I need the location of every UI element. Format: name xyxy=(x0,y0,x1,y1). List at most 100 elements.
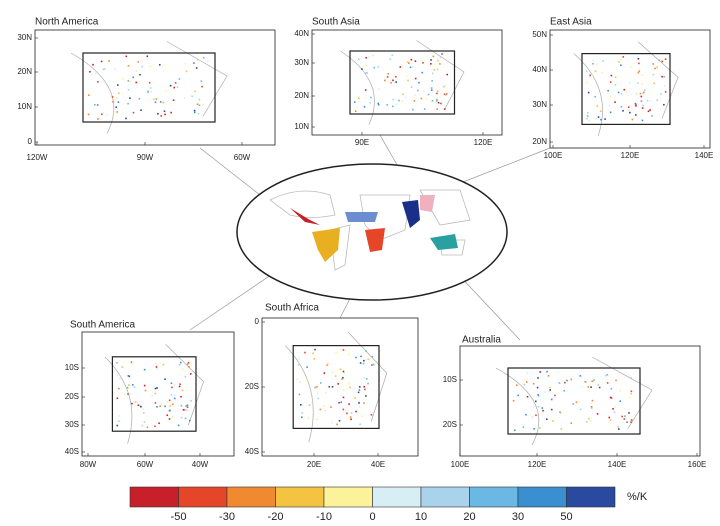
grid-dot xyxy=(651,115,653,117)
grid-dot xyxy=(559,412,562,414)
grid-dot xyxy=(176,86,179,88)
grid-dot xyxy=(546,418,548,420)
grid-dot xyxy=(592,74,594,77)
grid-dot xyxy=(155,366,158,368)
grid-dot xyxy=(423,108,426,110)
grid-dot xyxy=(339,368,342,371)
grid-dot xyxy=(348,353,350,356)
grid-dot xyxy=(186,363,189,365)
grid-dot xyxy=(537,405,540,408)
grid-dot xyxy=(323,372,326,374)
grid-dot xyxy=(579,375,582,377)
grid-dot xyxy=(609,396,612,399)
grid-dot xyxy=(445,94,447,96)
grid-dot xyxy=(373,66,376,69)
grid-dot xyxy=(143,368,146,371)
grid-dot xyxy=(630,390,633,393)
grid-dot xyxy=(628,109,631,111)
grid-dot xyxy=(319,382,322,384)
grid-dot xyxy=(410,58,413,61)
grid-dot xyxy=(635,105,637,107)
grid-dot xyxy=(87,113,90,116)
grid-dot xyxy=(144,389,147,392)
grid-dot xyxy=(314,386,316,389)
grid-dot xyxy=(162,363,165,366)
grid-dot xyxy=(525,413,527,416)
grid-dot xyxy=(377,65,380,68)
grid-dot xyxy=(365,56,367,59)
grid-dot xyxy=(101,113,103,116)
grid-dot xyxy=(121,78,124,80)
grid-dot xyxy=(623,418,626,420)
grid-dot xyxy=(92,63,94,66)
grid-dot xyxy=(365,72,367,74)
grid-dot xyxy=(620,64,622,66)
grid-dot xyxy=(589,420,592,422)
region-outline xyxy=(111,356,197,432)
grid-dot xyxy=(106,113,108,116)
grid-dot xyxy=(358,386,361,388)
grid-dot xyxy=(413,100,416,102)
grid-dot xyxy=(185,405,187,407)
grid-dot xyxy=(630,392,632,395)
grid-dot xyxy=(128,375,131,378)
grid-dot xyxy=(185,409,187,411)
grid-dot xyxy=(358,402,360,404)
grid-dot xyxy=(441,53,443,55)
grid-dot xyxy=(640,95,643,98)
x-tick-label: 60W xyxy=(234,153,251,162)
region-outline xyxy=(581,52,671,126)
grid-dot xyxy=(117,92,120,95)
grid-dot xyxy=(177,424,180,427)
grid-dot xyxy=(197,112,200,115)
grid-dot xyxy=(409,66,412,69)
grid-dot xyxy=(372,88,375,90)
grid-dot xyxy=(166,414,169,417)
grid-dot xyxy=(304,351,306,354)
grid-dot xyxy=(335,351,337,354)
grid-dot xyxy=(358,400,360,403)
grid-dot xyxy=(601,71,603,74)
grid-dot xyxy=(141,65,144,68)
y-tick-label: 30S xyxy=(65,420,79,429)
grid-dot xyxy=(536,386,539,389)
grid-dot xyxy=(143,384,146,387)
grid-dot xyxy=(353,101,356,103)
grid-dot xyxy=(630,421,632,423)
grid-dot xyxy=(193,62,195,64)
grid-dot xyxy=(588,417,590,420)
grid-dot xyxy=(127,375,130,377)
grid-dot xyxy=(113,101,115,104)
grid-dot xyxy=(547,375,550,377)
grid-dot xyxy=(184,375,187,378)
grid-dot xyxy=(664,91,667,93)
grid-dot xyxy=(594,95,596,98)
grid-dot xyxy=(575,401,578,404)
grid-dot xyxy=(108,60,110,62)
grid-dot xyxy=(139,73,141,76)
grid-dot xyxy=(342,349,345,351)
grid-dot xyxy=(542,409,544,412)
colorbar: -50 -30 -20 -10 0 10 20 30 50 %/K xyxy=(129,486,648,523)
panel-title: North America xyxy=(35,17,99,28)
grid-dot xyxy=(371,364,373,366)
grid-dot xyxy=(342,370,345,373)
grid-dot xyxy=(625,91,628,93)
grid-dot xyxy=(436,68,439,71)
grid-dot xyxy=(401,100,403,103)
grid-dot xyxy=(354,110,357,113)
grid-dot xyxy=(360,355,362,358)
grid-dot xyxy=(550,398,553,401)
grid-dot xyxy=(579,408,582,411)
grid-dot xyxy=(367,382,369,385)
grid-dot xyxy=(596,63,598,66)
grid-dot xyxy=(656,66,658,68)
x-tick-label: 90W xyxy=(137,153,154,162)
panel-title: South America xyxy=(70,320,135,331)
grid-dot xyxy=(350,412,353,414)
grid-dot xyxy=(170,382,173,385)
grid-dot xyxy=(127,64,130,67)
y-tick-label: 10N xyxy=(17,102,32,111)
